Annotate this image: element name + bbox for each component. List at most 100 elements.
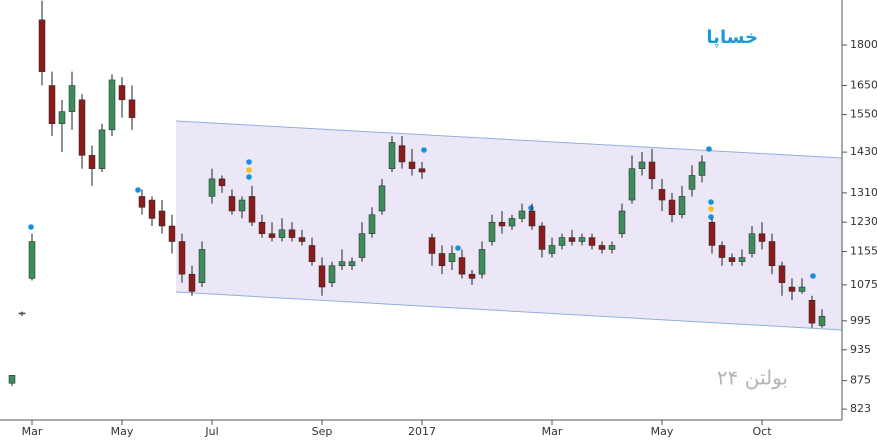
signal-dot xyxy=(246,159,252,165)
candle-body xyxy=(78,99,86,156)
candle-body xyxy=(688,175,696,190)
candle-body xyxy=(18,312,26,315)
candle-body xyxy=(218,178,226,187)
x-tick-label: Jul xyxy=(204,425,218,438)
candle-body xyxy=(178,241,186,275)
candle-body xyxy=(528,210,536,227)
candle-body xyxy=(558,237,566,246)
candle-body xyxy=(808,300,816,324)
candle-body xyxy=(458,257,466,275)
candle-body xyxy=(578,237,586,242)
candle-body xyxy=(38,19,46,72)
signal-dot xyxy=(706,146,712,152)
candle-body xyxy=(8,375,16,384)
x-tick-label: Sep xyxy=(312,425,333,438)
candle-body xyxy=(478,249,486,275)
candle-body xyxy=(118,85,126,101)
candle-body xyxy=(668,199,676,215)
candle-body xyxy=(818,315,826,326)
x-tick-label: May xyxy=(651,425,674,438)
candle-body xyxy=(388,142,396,169)
candle-body xyxy=(398,145,406,163)
x-tick-label: Mar xyxy=(22,425,43,438)
candle-body xyxy=(658,189,666,201)
y-tick-label: 1430 xyxy=(850,145,877,158)
candle-body xyxy=(588,237,596,246)
candle-body xyxy=(518,210,526,219)
candle-body xyxy=(648,161,656,180)
y-tick-label: 1310 xyxy=(850,186,877,199)
candle-body xyxy=(418,168,426,173)
y-tick-label: 1075 xyxy=(850,278,877,291)
y-tick-label: 995 xyxy=(850,314,871,327)
candle-body xyxy=(168,225,176,242)
candle-body xyxy=(368,214,376,234)
watermark: بولتن ۲۴ xyxy=(717,366,788,390)
y-tick-label: 1550 xyxy=(850,108,877,121)
signal-dot xyxy=(810,273,816,279)
candle-body xyxy=(198,249,206,283)
candle-body xyxy=(148,199,156,219)
candle-body xyxy=(308,245,316,262)
candle-body xyxy=(238,199,246,212)
candle-body xyxy=(498,221,506,227)
candle-body xyxy=(298,237,306,242)
candle-body xyxy=(638,161,646,169)
candle-body xyxy=(378,185,386,212)
candle-body xyxy=(288,229,296,238)
y-tick-label: 875 xyxy=(850,374,871,387)
signal-dot xyxy=(708,206,714,212)
signal-dot xyxy=(246,174,252,180)
signal-dot xyxy=(455,245,461,251)
candle-body xyxy=(758,233,766,242)
candle-body xyxy=(188,273,196,292)
candle-body xyxy=(328,265,336,283)
candle-body xyxy=(488,221,496,242)
candle-body xyxy=(158,210,166,227)
candle-body xyxy=(268,233,276,238)
candle-body xyxy=(618,210,626,234)
candle-body xyxy=(138,196,146,208)
signal-dot xyxy=(708,214,714,220)
x-tick-label: Mar xyxy=(542,425,563,438)
candle-body xyxy=(438,253,446,267)
signal-dot xyxy=(246,167,252,173)
candle-body xyxy=(778,265,786,283)
signal-dot xyxy=(528,205,534,211)
candle-body xyxy=(748,233,756,254)
candle-body xyxy=(738,257,746,262)
candle-body xyxy=(68,85,76,112)
candle-body xyxy=(678,196,686,215)
candle-body xyxy=(98,129,106,169)
candle-body xyxy=(88,155,96,169)
signal-dot xyxy=(28,224,34,230)
candle-body xyxy=(58,111,66,124)
channel-upper xyxy=(175,120,843,159)
candle-body xyxy=(718,245,726,258)
candle-body xyxy=(798,286,806,292)
candle-body xyxy=(448,253,456,262)
candle-body xyxy=(598,245,606,250)
candle-body xyxy=(338,261,346,267)
signal-dot xyxy=(708,199,714,205)
x-tick-label: May xyxy=(111,425,134,438)
y-tick-label: 1155 xyxy=(850,244,877,257)
candle-body xyxy=(548,245,556,254)
x-tick-label: Oct xyxy=(752,425,772,438)
y-tick-label: 1800 xyxy=(850,38,877,51)
candle-body xyxy=(228,196,236,212)
y-tick-label: 1650 xyxy=(850,79,877,92)
candle-body xyxy=(208,178,216,197)
candle-body xyxy=(608,245,616,250)
signal-dot xyxy=(421,147,427,153)
candle-body xyxy=(358,233,366,258)
candle-body xyxy=(698,161,706,176)
y-tick-label: 935 xyxy=(850,343,871,356)
candle-body xyxy=(538,225,546,250)
candle-body xyxy=(48,85,56,124)
candle-body xyxy=(248,196,256,223)
candle-body xyxy=(128,99,136,118)
x-tick-label: 2017 xyxy=(408,425,436,438)
signals xyxy=(28,146,816,279)
